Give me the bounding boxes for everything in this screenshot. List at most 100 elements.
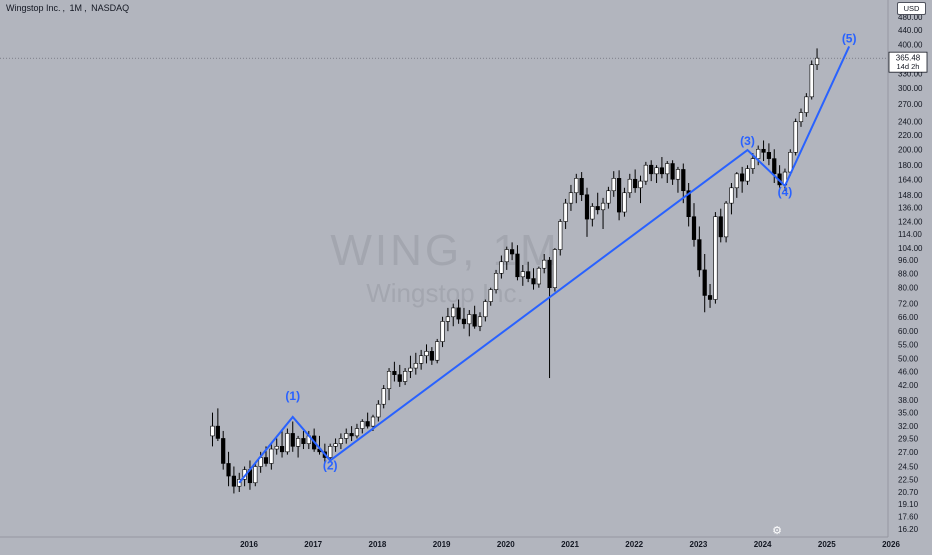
settings-icon[interactable]: ⚙ [772,525,782,537]
candle [429,347,434,365]
candle [215,408,220,442]
candle-body [402,371,408,382]
candle [269,443,274,470]
axes: 16.20 17.60 19.10 20.70 22.50 24.50 27.00 29.50… [0,13,928,549]
candle-body [467,314,472,325]
candle-body [472,314,477,327]
candle [600,197,606,229]
candle-body [263,457,269,464]
wave-line[interactable] [238,46,851,484]
candle-body [274,446,279,450]
candle [413,352,418,375]
symbol-header: Wingstop Inc., 1M, NASDAQ [6,3,130,13]
candle-body [590,206,595,220]
y-tick-label: 22.50 [898,475,919,484]
candle [499,255,504,279]
candle-body [290,433,295,447]
candle [638,175,643,204]
y-tick-label: 164.00 [898,175,923,184]
candle [445,307,451,332]
candle [729,182,734,215]
candle-body [408,367,413,372]
x-tick-label: 2019 [433,540,451,549]
candle [740,166,745,193]
candle [333,438,338,452]
candle-body [531,278,536,285]
wave-label: (5) [842,32,857,46]
candle-body [221,438,226,464]
y-tick-label: 60.00 [898,327,919,336]
candle [301,430,306,450]
candle [798,108,804,127]
candle [713,212,718,304]
candle [456,299,461,324]
candle [814,48,820,70]
y-tick-label: 19.10 [898,500,919,509]
candle [584,187,590,237]
candle [761,140,766,162]
candle [461,307,467,329]
candle [424,344,429,364]
candle-body [745,168,750,182]
candle [542,253,547,274]
candle-body [429,351,434,361]
currency-button[interactable]: USD [897,2,926,15]
elliott-wave-drawing[interactable]: (1) (2) (3) (4) (5) [238,32,857,484]
y-tick-label: 220.00 [898,131,923,140]
candle-body [435,341,440,361]
y-tick-label: 27.00 [898,448,919,457]
candle-body [419,355,424,364]
candle-body [328,446,333,458]
candle-body [649,164,654,175]
candle-body [713,216,718,300]
candle-body [210,425,215,437]
candle-body [600,202,606,211]
candle [247,460,253,490]
candle-body [397,374,402,382]
candle [338,433,344,450]
candle [772,149,777,183]
watermark: WING, 1M Wingstop Inc. [330,226,556,308]
candle [328,443,333,461]
candle [295,435,301,458]
bar-countdown: 14d 2h [897,62,920,71]
candle-body [643,164,648,182]
candle-body [269,448,274,464]
candle [627,173,632,198]
y-tick-label: 46.00 [898,367,919,376]
candle-body [638,180,643,189]
candle-body [424,351,429,357]
candle [568,184,574,211]
candle [574,173,579,204]
candle [381,385,386,409]
candle [451,303,456,327]
candle-body [574,178,579,194]
y-tick-label: 88.00 [898,269,919,278]
candle-body [734,173,739,189]
candle-body [499,261,504,274]
candle-body [665,163,670,175]
y-tick-label: 96.00 [898,256,919,265]
candle-body [295,438,301,447]
candle-body [279,446,285,453]
candle [622,187,627,217]
candle [349,426,354,442]
candle [659,157,664,179]
candle-body [483,301,488,318]
candle-body [365,421,370,427]
x-tick-label: 2016 [240,540,258,549]
candle [579,172,584,202]
x-tick-label: 2020 [497,540,515,549]
candle-body [804,96,809,113]
candle-body [413,363,418,369]
candle [392,361,397,382]
candle [221,430,226,470]
candle-body [670,163,675,180]
candle [285,428,290,455]
candle [649,160,654,182]
candle-body [707,295,713,300]
x-tick-label: 2018 [369,540,387,549]
candle-body [595,206,600,211]
